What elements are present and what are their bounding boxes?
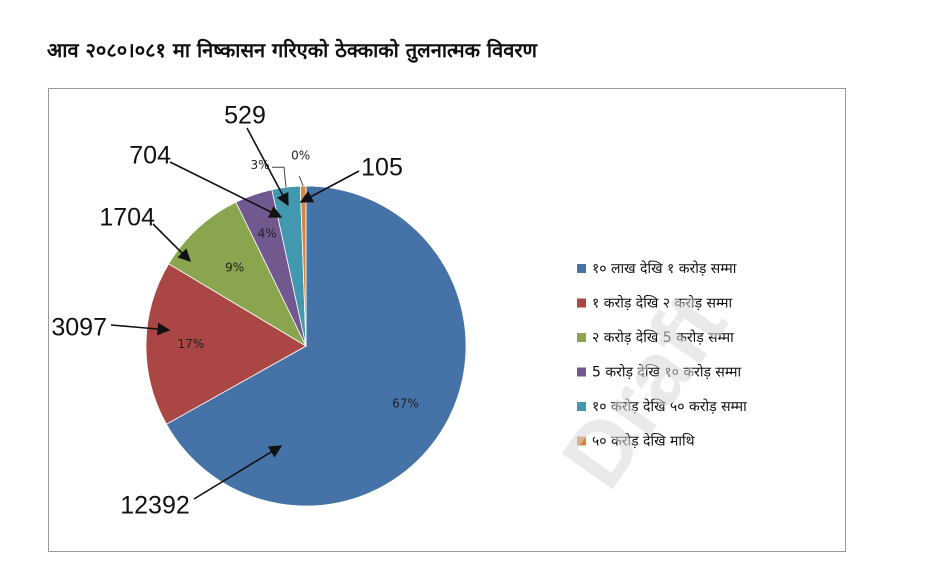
value-label-1: 12392 bbox=[120, 492, 190, 520]
percent-labels: 67%17%9%4%3%0% bbox=[177, 149, 418, 411]
pie-slice-2 bbox=[145, 263, 307, 425]
legend-label-3: २ करोड़ देखि 5 करोड़ सम्मा bbox=[592, 329, 734, 346]
value-label-3: 1704 bbox=[99, 204, 155, 232]
legend-swatch-2 bbox=[577, 298, 586, 308]
page-title: आव २०८०।०८१ मा निष्कासन गरिएको ठेक्काको … bbox=[47, 38, 537, 62]
callout-arrow-5 bbox=[246, 127, 289, 207]
legend-label-6: ५० करोड़ देखि माथि bbox=[592, 433, 696, 450]
callout-arrow-6 bbox=[299, 170, 360, 203]
callout-arrow-4 bbox=[169, 161, 283, 218]
chart-frame: 67% 17% 9% 4% 3% 0% 12392 3097 1704 704 529 105 १०… bbox=[48, 88, 846, 552]
legend-label-2: १ करोड़ देखि २ करोड़ सम्मा bbox=[592, 295, 733, 312]
percent-leader-6 bbox=[298, 175, 304, 187]
value-label-4: 704 bbox=[129, 142, 171, 170]
percent-label-3: 9% bbox=[225, 261, 244, 275]
legend: १० लाख देखि १ करोड़ सम्मा १ करोड़ देखि २ … bbox=[577, 260, 747, 450]
legend-label-4: 5 करोड़ देखि १० करोड़ सम्मा bbox=[592, 364, 741, 381]
legend-swatch-4 bbox=[577, 367, 586, 377]
percent-label-4: 4% bbox=[258, 227, 277, 241]
percent-label-2: 17% bbox=[177, 337, 204, 351]
legend-label-5: १० करोड़ देखि ५० करोड़ सम्मा bbox=[592, 398, 747, 415]
value-callouts: 12392 3097 1704 704 529 105 bbox=[51, 102, 402, 520]
callout-arrow-2 bbox=[110, 322, 171, 336]
legend-swatch-3 bbox=[577, 333, 586, 342]
pie-slices bbox=[145, 185, 467, 507]
pie-slice-6 bbox=[299, 185, 307, 347]
value-label-5: 529 bbox=[224, 102, 266, 130]
value-label-6: 105 bbox=[361, 154, 403, 182]
percent-label-1: 67% bbox=[392, 397, 419, 411]
legend-swatch-5 bbox=[577, 402, 586, 411]
callout-arrow-3 bbox=[152, 223, 191, 262]
percent-leader-5 bbox=[272, 166, 287, 188]
legend-swatch-1 bbox=[577, 264, 586, 273]
callout-arrow-1 bbox=[193, 445, 283, 500]
pie-slice-3 bbox=[168, 201, 307, 348]
percent-label-6: 0% bbox=[291, 149, 310, 163]
pie-slice-1 bbox=[165, 185, 467, 507]
legend-label-1: १० लाख देखि १ करोड़ सम्मा bbox=[592, 260, 737, 277]
value-label-2: 3097 bbox=[51, 314, 107, 342]
legend-swatch-6 bbox=[577, 436, 586, 446]
